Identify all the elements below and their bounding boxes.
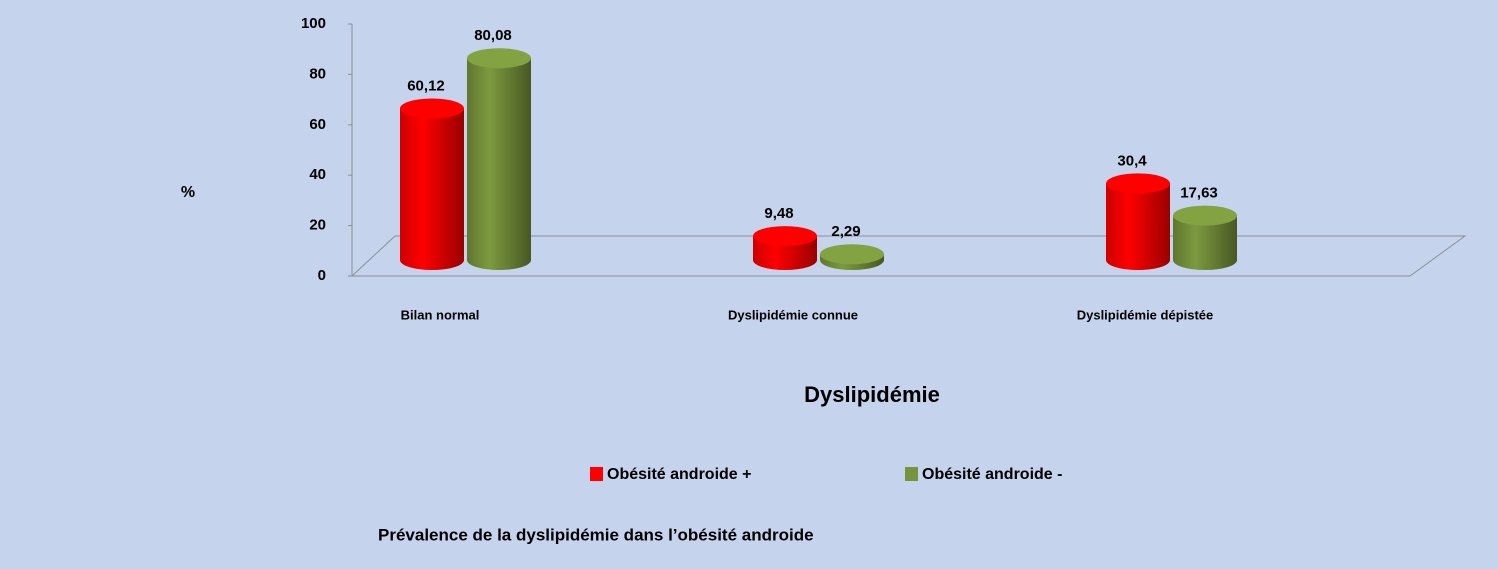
legend-label: Obésité androide + bbox=[607, 466, 751, 483]
legend-swatch bbox=[590, 467, 603, 481]
bar-top bbox=[820, 244, 884, 265]
x-tick-label: Dyslipidémie connue bbox=[728, 307, 858, 322]
y-tick-label: 100 bbox=[301, 15, 326, 32]
bar-body bbox=[1173, 215, 1237, 270]
value-label: 17,63 bbox=[1180, 185, 1218, 202]
bar-body bbox=[1106, 183, 1170, 270]
bar-top bbox=[400, 98, 464, 119]
bar bbox=[820, 244, 884, 270]
x-tick-label: Dyslipidémie dépistée bbox=[1077, 307, 1214, 322]
bar-body bbox=[400, 108, 464, 271]
bar-top bbox=[467, 48, 531, 69]
x-tick-label: Bilan normal bbox=[401, 307, 480, 322]
y-axis-label: % bbox=[181, 184, 195, 201]
y-tick-label: 60 bbox=[309, 116, 326, 133]
floor bbox=[350, 235, 1467, 277]
legend-swatch bbox=[905, 467, 918, 481]
y-tick-label: 20 bbox=[309, 217, 326, 234]
bar-top bbox=[1106, 173, 1170, 194]
legend-label: Obésité androide - bbox=[922, 466, 1062, 483]
value-label: 60,12 bbox=[407, 77, 445, 94]
bar bbox=[1173, 205, 1237, 270]
value-label: 2,29 bbox=[831, 223, 860, 240]
y-tick-label: 0 bbox=[318, 267, 326, 284]
bar-top bbox=[753, 226, 817, 247]
y-tick-label: 40 bbox=[309, 166, 326, 183]
value-label: 30,4 bbox=[1117, 152, 1147, 169]
value-label: 80,08 bbox=[474, 27, 512, 44]
bar bbox=[1106, 173, 1170, 270]
bar bbox=[467, 48, 531, 271]
chart-title: Prévalence de la dyslipidémie dans l’obé… bbox=[378, 525, 814, 544]
bar bbox=[400, 98, 464, 271]
bar-body bbox=[467, 58, 531, 271]
bar-top bbox=[1173, 205, 1237, 226]
y-tick-label: 80 bbox=[309, 65, 326, 82]
x-axis-label: Dyslipidémie bbox=[804, 382, 940, 407]
bar bbox=[753, 226, 817, 270]
value-label: 9,48 bbox=[764, 205, 793, 222]
